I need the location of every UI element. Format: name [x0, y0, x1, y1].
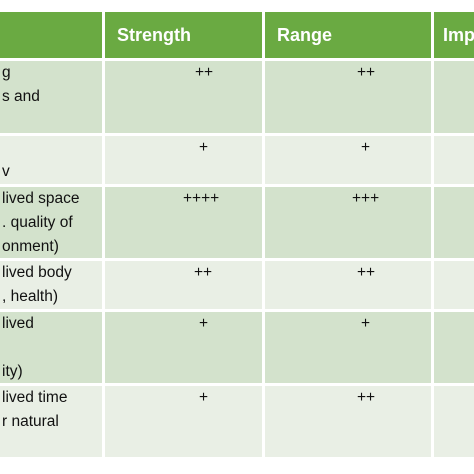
header-cell	[0, 12, 102, 58]
table-cell	[0, 136, 102, 184]
cell-value: +	[199, 315, 209, 332]
row-label: lived time	[2, 389, 68, 406]
table-cell	[105, 386, 262, 457]
header-text: Imp	[443, 25, 474, 45]
cell-value: ++	[357, 264, 376, 281]
cell-value: ++	[357, 64, 376, 81]
table-cell	[434, 312, 474, 383]
header-cell	[265, 12, 431, 58]
header-cell	[434, 12, 474, 58]
header-cell	[105, 12, 262, 58]
cell-value: ++++	[183, 190, 220, 207]
table-cell	[265, 61, 431, 133]
table-cell	[0, 312, 102, 383]
row-label: onment)	[2, 238, 59, 255]
cell-value: ++	[195, 64, 214, 81]
header-text: Strength	[117, 25, 191, 45]
cell-value: +	[361, 139, 371, 156]
row-label: r natural	[2, 413, 59, 430]
table-cell	[265, 312, 431, 383]
cell-value: +	[199, 139, 209, 156]
cell-value: +	[361, 315, 371, 332]
table-cell	[105, 261, 262, 309]
table-cell	[434, 61, 474, 133]
cell-value: ++	[357, 389, 376, 406]
table-cell	[434, 187, 474, 258]
row-label: lived space	[2, 190, 80, 207]
cell-value: +++	[352, 190, 380, 207]
table-cell	[434, 261, 474, 309]
table-cell	[0, 261, 102, 309]
header-text: Range	[277, 25, 333, 45]
table-cell	[0, 386, 102, 457]
table-cell	[265, 187, 431, 258]
table-cell	[434, 136, 474, 184]
row-label: s and	[2, 88, 40, 105]
table-cell	[434, 386, 474, 457]
table-cell	[0, 187, 102, 258]
row-label: v	[2, 163, 10, 180]
table-cell	[265, 386, 431, 457]
row-label: , health)	[2, 288, 59, 305]
row-label: lived	[2, 315, 34, 332]
table-cell	[105, 61, 262, 133]
row-label: lived body	[2, 264, 72, 281]
table-cell	[265, 136, 431, 184]
table-cell	[105, 136, 262, 184]
cell-value: +	[199, 389, 209, 406]
table-cell	[265, 261, 431, 309]
cell-value: ++	[194, 264, 213, 281]
row-label: . quality of	[2, 214, 73, 231]
table-cell	[0, 61, 102, 133]
row-label: g	[2, 64, 11, 81]
row-label: ity)	[2, 363, 23, 380]
table-cell	[105, 187, 262, 258]
table-cell	[105, 312, 262, 383]
